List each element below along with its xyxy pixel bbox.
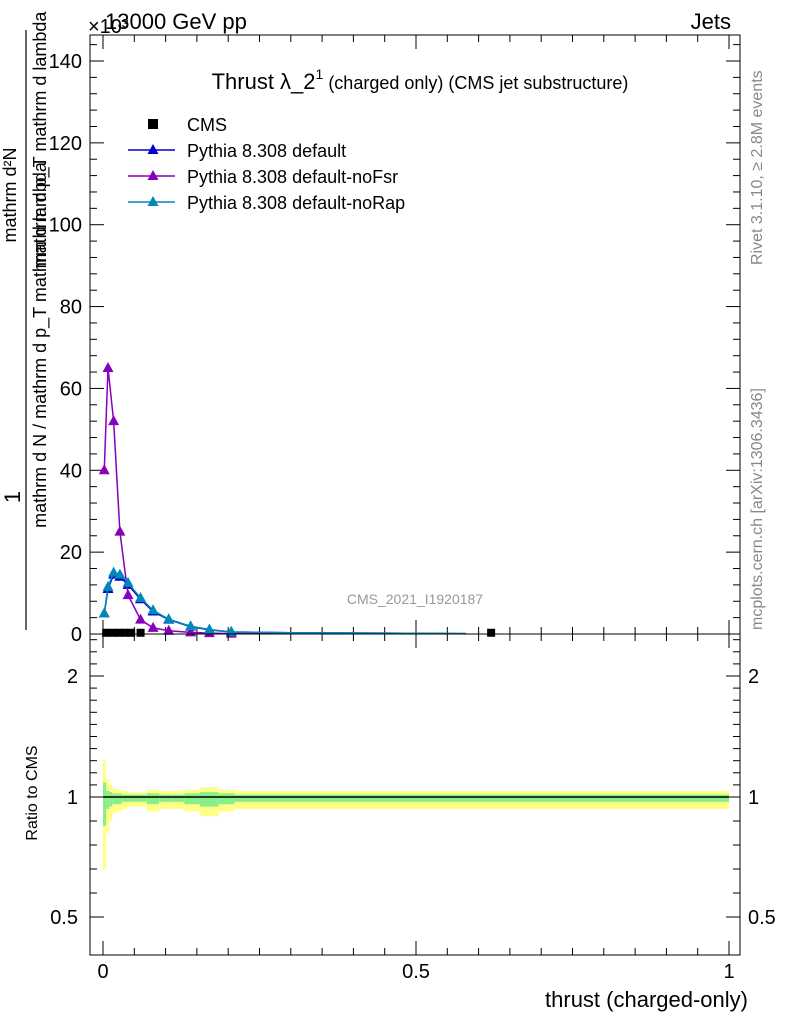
main-title-main: Thrust λ_2	[212, 69, 316, 94]
series-point-3	[185, 620, 197, 631]
y-tick-label: 0	[71, 624, 82, 646]
mcplots-label: mcplots.cern.ch [arXiv:1306.3436]	[749, 388, 766, 630]
ratio-y-tick-label-right: 2	[748, 666, 759, 688]
y-tick-label: 120	[49, 133, 82, 155]
ylabel-num2: mathrm d²N	[0, 147, 20, 242]
ratio-band-green	[171, 794, 185, 802]
header-left: 13000 GeV pp	[105, 9, 247, 34]
legend-marker-triangle	[147, 196, 159, 206]
header-right: Jets	[691, 9, 731, 34]
series-point-2	[135, 613, 147, 624]
ylabel-den: mathrm d N / mathrm d p_T mathrm d lambd…	[30, 161, 51, 528]
legend-label: Pythia 8.308 default	[187, 141, 346, 161]
legend-marker-square	[148, 119, 158, 129]
ratio-y-tick-label-right: 0.5	[748, 907, 776, 929]
ratio-band-green	[234, 794, 260, 802]
ratio-bands	[103, 760, 729, 869]
ylabel-num: 1	[0, 491, 25, 503]
ratio-frame	[89, 633, 741, 956]
series-point-3	[102, 580, 114, 591]
ratio-band-green	[218, 793, 235, 805]
x-tick-label: 0.5	[402, 961, 430, 983]
main-panel: 0 20 40 60 80 100 120 140 CMS_2021_I1920187 Thr…	[0, 11, 741, 646]
legend-marker-triangle	[147, 170, 159, 180]
ratio-y-tick-label: 1	[67, 787, 78, 809]
series-point-2	[114, 525, 126, 536]
legend-label: Pythia 8.308 default-noFsr	[187, 167, 398, 187]
series-point-2	[98, 464, 110, 475]
rivet-label: Rivet 3.1.10, ≥ 2.8M events	[749, 70, 766, 265]
legend-label: Pythia 8.308 default-noRap	[187, 193, 405, 213]
legend-label: CMS	[187, 115, 227, 135]
watermark: CMS_2021_I1920187	[347, 591, 483, 607]
series-point-3	[203, 623, 215, 634]
cms-point	[102, 628, 111, 637]
legend: CMS Pythia 8.308 default Pythia 8.308 defa…	[128, 115, 405, 213]
cms-point	[127, 628, 136, 637]
ratio-band-green	[128, 794, 147, 802]
ratio-panel: 0.5 0.5 1 1 2 2 0 0.5 1 Ratio to CMS thrust (cha…	[24, 633, 776, 1012]
cms-point	[120, 628, 129, 637]
series-point-3	[122, 576, 134, 587]
cms-point	[114, 628, 123, 637]
ratio-y-tick-label-right: 1	[748, 787, 759, 809]
y-tick-label: 20	[60, 542, 82, 564]
series-point-3	[163, 613, 175, 624]
header-exponent: ×10³	[88, 16, 129, 38]
ratio-band-green	[259, 794, 729, 802]
ratio-band-green	[146, 793, 160, 805]
x-tick-label: 0	[97, 961, 108, 983]
ratio-band-green	[103, 782, 107, 826]
y-tick-label: 60	[60, 378, 82, 400]
ratio-y-tick-label: 2	[67, 666, 78, 688]
ylabel-den2: mathrm d p_T mathrm d lambda	[30, 11, 51, 269]
main-title: Thrust λ_21 (charged only) (CMS jet subs…	[212, 66, 629, 94]
y-tick-label: 140	[49, 51, 82, 73]
ratio-y-tick-label: 0.5	[50, 907, 78, 929]
main-title-rest: (charged only) (CMS jet substructure)	[323, 73, 628, 93]
ratio-band-green	[115, 793, 122, 805]
legend-marker-triangle	[147, 144, 159, 154]
cms-point	[487, 628, 496, 637]
series-point-3	[135, 591, 147, 602]
main-title-sup: 1	[316, 66, 324, 82]
series-point-2	[102, 361, 114, 372]
ratio-band-green	[112, 793, 116, 805]
main-ylabel: 1 mathrm d N / mathrm d p_T mathrm d lam…	[0, 11, 51, 630]
ratio-band-green	[109, 792, 113, 807]
ratio-band-green	[159, 794, 172, 802]
series-point-2	[163, 624, 175, 635]
main-axis-ticks: 0 20 40 60 80 100 120 140	[49, 35, 740, 646]
ratio-band-green	[184, 793, 201, 805]
cms-point	[108, 628, 117, 637]
series-point-3	[114, 568, 126, 579]
cms-point	[136, 628, 145, 637]
ratio-band-green	[121, 794, 129, 802]
ratio-band-green	[106, 790, 110, 809]
series-point-3	[225, 625, 237, 636]
ratio-band-green	[200, 792, 219, 807]
y-tick-label: 100	[49, 215, 82, 237]
ratio-ylabel: Ratio to CMS	[24, 745, 41, 840]
series-line-2	[103, 367, 385, 635]
series-point-3	[147, 604, 159, 615]
series-point-2	[108, 415, 120, 426]
y-tick-label: 40	[60, 460, 82, 482]
ratio-axis-ticks: 0.5 0.5 1 1 2 2 0 0.5 1	[50, 634, 776, 983]
series-point-3	[98, 607, 110, 618]
series-point-2	[147, 621, 159, 632]
x-tick-label: 1	[723, 961, 734, 983]
series-point-3	[108, 566, 120, 577]
x-axis-label: thrust (charged-only)	[545, 987, 748, 1012]
y-tick-label: 80	[60, 297, 82, 319]
series-point-2	[122, 589, 134, 600]
